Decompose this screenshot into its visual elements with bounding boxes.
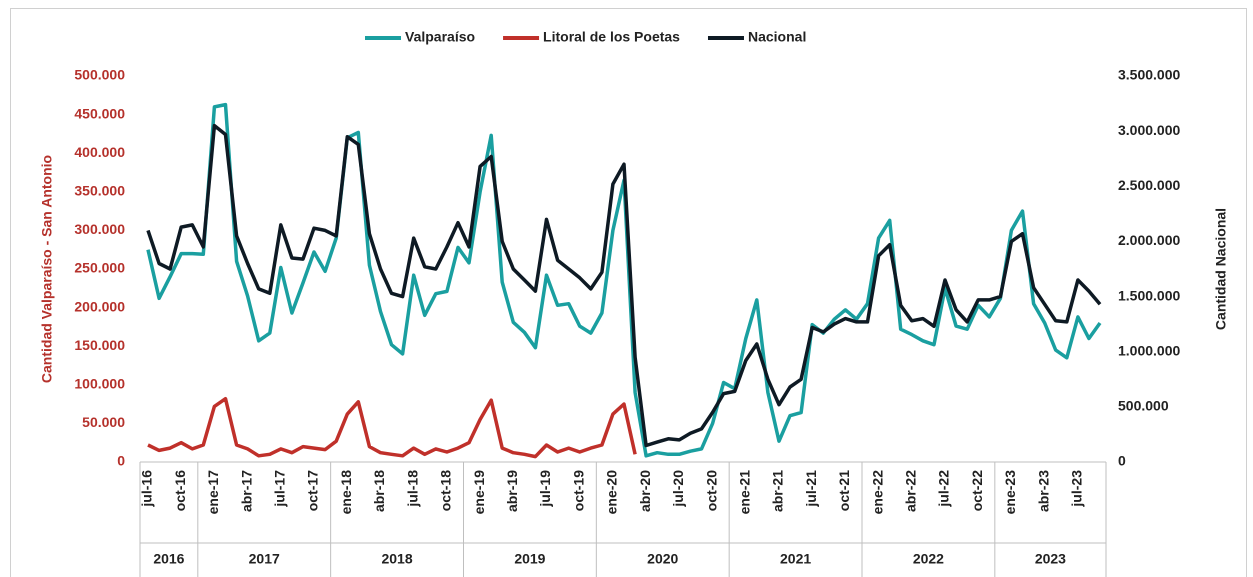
chart-frame <box>10 8 1247 577</box>
year-label: 2017 <box>249 551 280 567</box>
year-label: 2022 <box>913 551 944 567</box>
x-tick-label: oct-16 <box>172 470 188 511</box>
x-tick-label: ene-17 <box>205 470 221 515</box>
y2-tick-label: 1.000.000 <box>1118 342 1180 358</box>
y2-tick-label: 500.000 <box>1118 398 1169 414</box>
x-tick-label: abr-22 <box>903 470 919 512</box>
year-label: 2021 <box>780 551 811 567</box>
y2-tick-label: 3.000.000 <box>1118 122 1180 138</box>
legend-label: Litoral de los Poetas <box>543 29 680 45</box>
x-tick-label: oct-21 <box>836 470 852 511</box>
x-tick-label: ene-22 <box>869 470 885 515</box>
y-tick-label: 500.000 <box>74 67 125 83</box>
y-axis-title: Cantidad Valparaíso - San Antonio <box>39 155 55 383</box>
y2-tick-label: 3.500.000 <box>1118 67 1180 83</box>
x-tick-label: ene-20 <box>604 470 620 515</box>
x-tick-label: ene-19 <box>471 470 487 515</box>
year-label: 2018 <box>381 551 412 567</box>
y-tick-label: 150.000 <box>74 337 125 353</box>
x-tick-label: jul-16 <box>139 470 155 508</box>
year-label: 2023 <box>1035 551 1066 567</box>
x-tick-label: ene-21 <box>736 470 752 515</box>
y2-tick-label: 1.500.000 <box>1118 287 1180 303</box>
year-label: 2020 <box>647 551 678 567</box>
x-tick-label: abr-23 <box>1035 470 1051 512</box>
x-tick-label: abr-20 <box>637 470 653 512</box>
y-tick-label: 250.000 <box>74 260 125 276</box>
x-tick-label: jul-21 <box>803 470 819 508</box>
x-tick-label: jul-23 <box>1069 470 1085 508</box>
x-tick-label: jul-17 <box>272 470 288 508</box>
x-tick-label: abr-21 <box>770 470 786 512</box>
y-tick-label: 50.000 <box>82 414 125 430</box>
y-tick-label: 200.000 <box>74 298 125 314</box>
x-tick-label: abr-18 <box>371 470 387 512</box>
x-tick-label: jul-20 <box>670 470 686 508</box>
x-tick-label: ene-23 <box>1002 470 1018 515</box>
x-tick-label: oct-20 <box>703 470 719 511</box>
y-tick-label: 400.000 <box>74 144 125 160</box>
x-tick-label: oct-17 <box>305 470 321 511</box>
y2-tick-label: 2.000.000 <box>1118 232 1180 248</box>
legend-label: Nacional <box>748 29 806 45</box>
x-tick-label: oct-19 <box>570 470 586 511</box>
series-line <box>146 123 1102 448</box>
x-tick-label: jul-19 <box>537 470 553 508</box>
y-tick-label: 450.000 <box>74 105 125 121</box>
x-tick-label: ene-18 <box>338 470 354 515</box>
y2-tick-label: 0 <box>1118 453 1126 469</box>
year-label: 2019 <box>514 551 545 567</box>
y2-axis-title: Cantidad Nacional <box>1213 208 1229 330</box>
series-line <box>147 396 637 459</box>
y-tick-label: 350.000 <box>74 183 125 199</box>
year-label: 2016 <box>153 551 184 567</box>
x-tick-label: oct-18 <box>438 470 454 511</box>
y2-tick-label: 2.500.000 <box>1118 177 1180 193</box>
x-tick-label: jul-22 <box>936 470 952 508</box>
legend-label: Valparaíso <box>405 29 475 45</box>
x-tick-label: oct-22 <box>969 470 985 511</box>
y-tick-label: 100.000 <box>74 376 125 392</box>
y-tick-label: 300.000 <box>74 221 125 237</box>
x-tick-label: abr-17 <box>238 470 254 512</box>
y-tick-label: 0 <box>117 453 125 469</box>
x-tick-label: abr-19 <box>504 470 520 512</box>
x-tick-label: jul-18 <box>404 470 420 508</box>
